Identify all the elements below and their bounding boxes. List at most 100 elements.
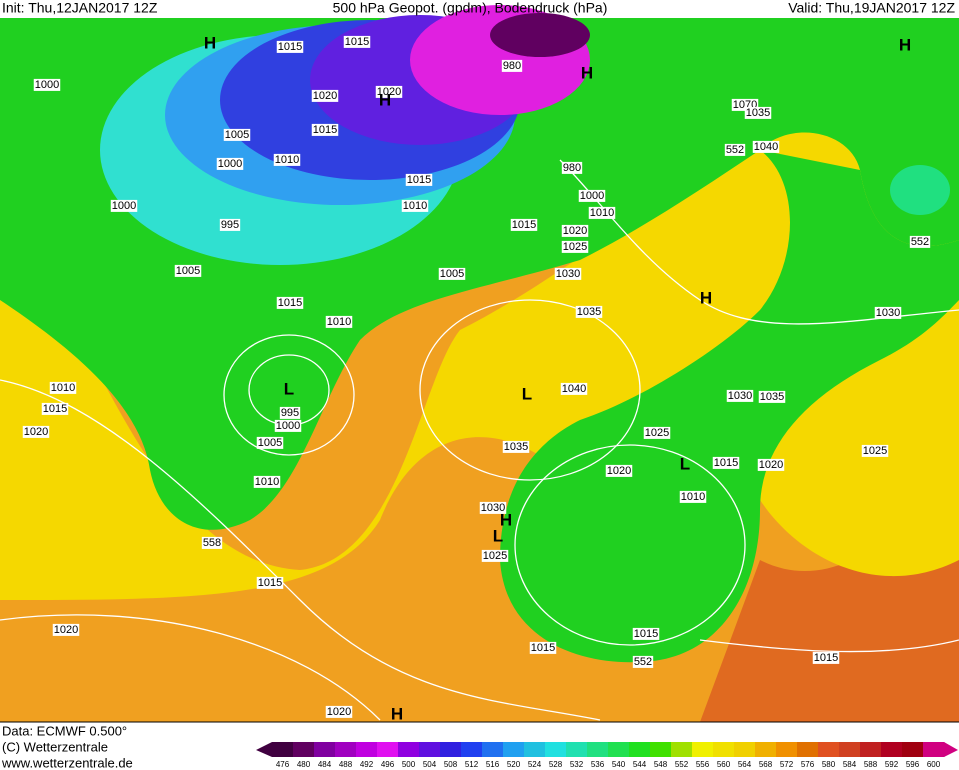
colorbar-label: 480 [297, 760, 311, 769]
label-box [726, 389, 754, 402]
colorbar-cell [839, 742, 861, 757]
isobar-label: 1005 [258, 437, 282, 449]
pressure-center: L [284, 379, 294, 398]
isobar-label: 1015 [512, 219, 536, 231]
colorbar-cell [629, 742, 651, 757]
colorbar-cell [692, 742, 714, 757]
isobar-label: 1035 [504, 441, 528, 453]
colorbar-cell [545, 742, 567, 757]
isobar-label: 1000 [112, 200, 136, 212]
label-box [712, 456, 740, 469]
label-box [575, 305, 603, 318]
colorbar-label: 492 [360, 760, 374, 769]
label-box [632, 627, 660, 640]
init-time: Init: Thu,12JAN2017 12Z [2, 0, 158, 16]
label-box [438, 267, 466, 280]
colorbar-cell [272, 742, 294, 757]
isobar [514, 444, 746, 646]
label-box [279, 406, 301, 419]
label-box [110, 199, 138, 212]
colorbar-cell [587, 742, 609, 757]
colorbar-cell [356, 742, 378, 757]
colorbar-label: 540 [612, 760, 626, 769]
isobar-label: 1020 [24, 426, 48, 438]
isobar-label: 1015 [345, 36, 369, 48]
pressure-center: H [391, 704, 403, 723]
isobar-label: 1020 [563, 225, 587, 237]
colorbar-label: 568 [759, 760, 773, 769]
colorbar-cell [818, 742, 840, 757]
colorbar-cell [860, 742, 882, 757]
green-area [500, 150, 959, 663]
map-title: 500 hPa Geopot. (gpdm), Bodendruck (hPa) [333, 0, 608, 16]
isobar-label: 1015 [531, 642, 555, 654]
colorbar-label: 560 [717, 760, 731, 769]
colorbar-label: 544 [633, 760, 647, 769]
colorbar-label: 556 [696, 760, 710, 769]
colorbar-label: 572 [780, 760, 794, 769]
label-box [510, 218, 538, 231]
label-box [605, 464, 633, 477]
isobar-label: 1010 [327, 316, 351, 328]
isobars [0, 159, 959, 721]
colorbar-label: 596 [906, 760, 920, 769]
pressure-center: H [899, 35, 911, 54]
isobar [699, 639, 959, 653]
colorbar-cell [377, 742, 399, 757]
label-box [554, 267, 582, 280]
label-box [405, 173, 433, 186]
label-box [724, 143, 746, 156]
isobar-label: 1035 [760, 391, 784, 403]
colorbar-label: 600 [927, 760, 941, 769]
colorbar-cell [797, 742, 819, 757]
label-box [253, 475, 281, 488]
isobar-label: 1015 [313, 124, 337, 136]
colorbar-label: 584 [843, 760, 857, 769]
label-box [274, 419, 302, 432]
colorbar-cell [398, 742, 420, 757]
label-box [311, 89, 339, 102]
isobar [559, 159, 959, 325]
isobar-label: 1000 [276, 420, 300, 432]
isobar-label: 1000 [218, 158, 242, 170]
label-box [529, 641, 557, 654]
isobar-label: 1015 [278, 41, 302, 53]
isobar-label: 1010 [51, 382, 75, 394]
isobar-label: 1035 [577, 306, 601, 318]
pressure-center: L [493, 526, 503, 545]
isobar-label: 1035 [746, 107, 770, 119]
url: www.wetterzentrale.de [1, 755, 133, 770]
isobar [223, 334, 355, 456]
isobar-label: 1005 [225, 129, 249, 141]
label-box [276, 40, 304, 53]
label-box [679, 490, 707, 503]
colorbar-label: 520 [507, 760, 521, 769]
isobar-label: 1020 [54, 624, 78, 636]
label-box [52, 623, 80, 636]
pressure-center: H [581, 63, 593, 82]
valid-time: Valid: Thu,19JAN2017 12Z [788, 0, 955, 16]
colorbar-label: 552 [675, 760, 689, 769]
isobar-label: 1015 [258, 577, 282, 589]
label-box [560, 382, 588, 395]
isobar-label: 980 [563, 162, 581, 174]
label-box [744, 106, 772, 119]
colorbar-label: 500 [402, 760, 416, 769]
label-box [174, 264, 202, 277]
isobar-label: 1015 [634, 628, 658, 640]
colorbar-label: 592 [885, 760, 899, 769]
isobar-label: 1025 [563, 241, 587, 253]
colorbar-label: 532 [570, 760, 584, 769]
label-box [343, 35, 371, 48]
colorbar-cell [902, 742, 924, 757]
colorbar-cell [524, 742, 546, 757]
label-box [325, 315, 353, 328]
isobar-label: 1010 [275, 154, 299, 166]
label-box [861, 444, 889, 457]
isobar-label: 995 [221, 219, 239, 231]
colorbar-cell [881, 742, 903, 757]
isobar-label: 1020 [377, 86, 401, 98]
label-box [561, 240, 589, 253]
isobar-label: 558 [203, 537, 221, 549]
